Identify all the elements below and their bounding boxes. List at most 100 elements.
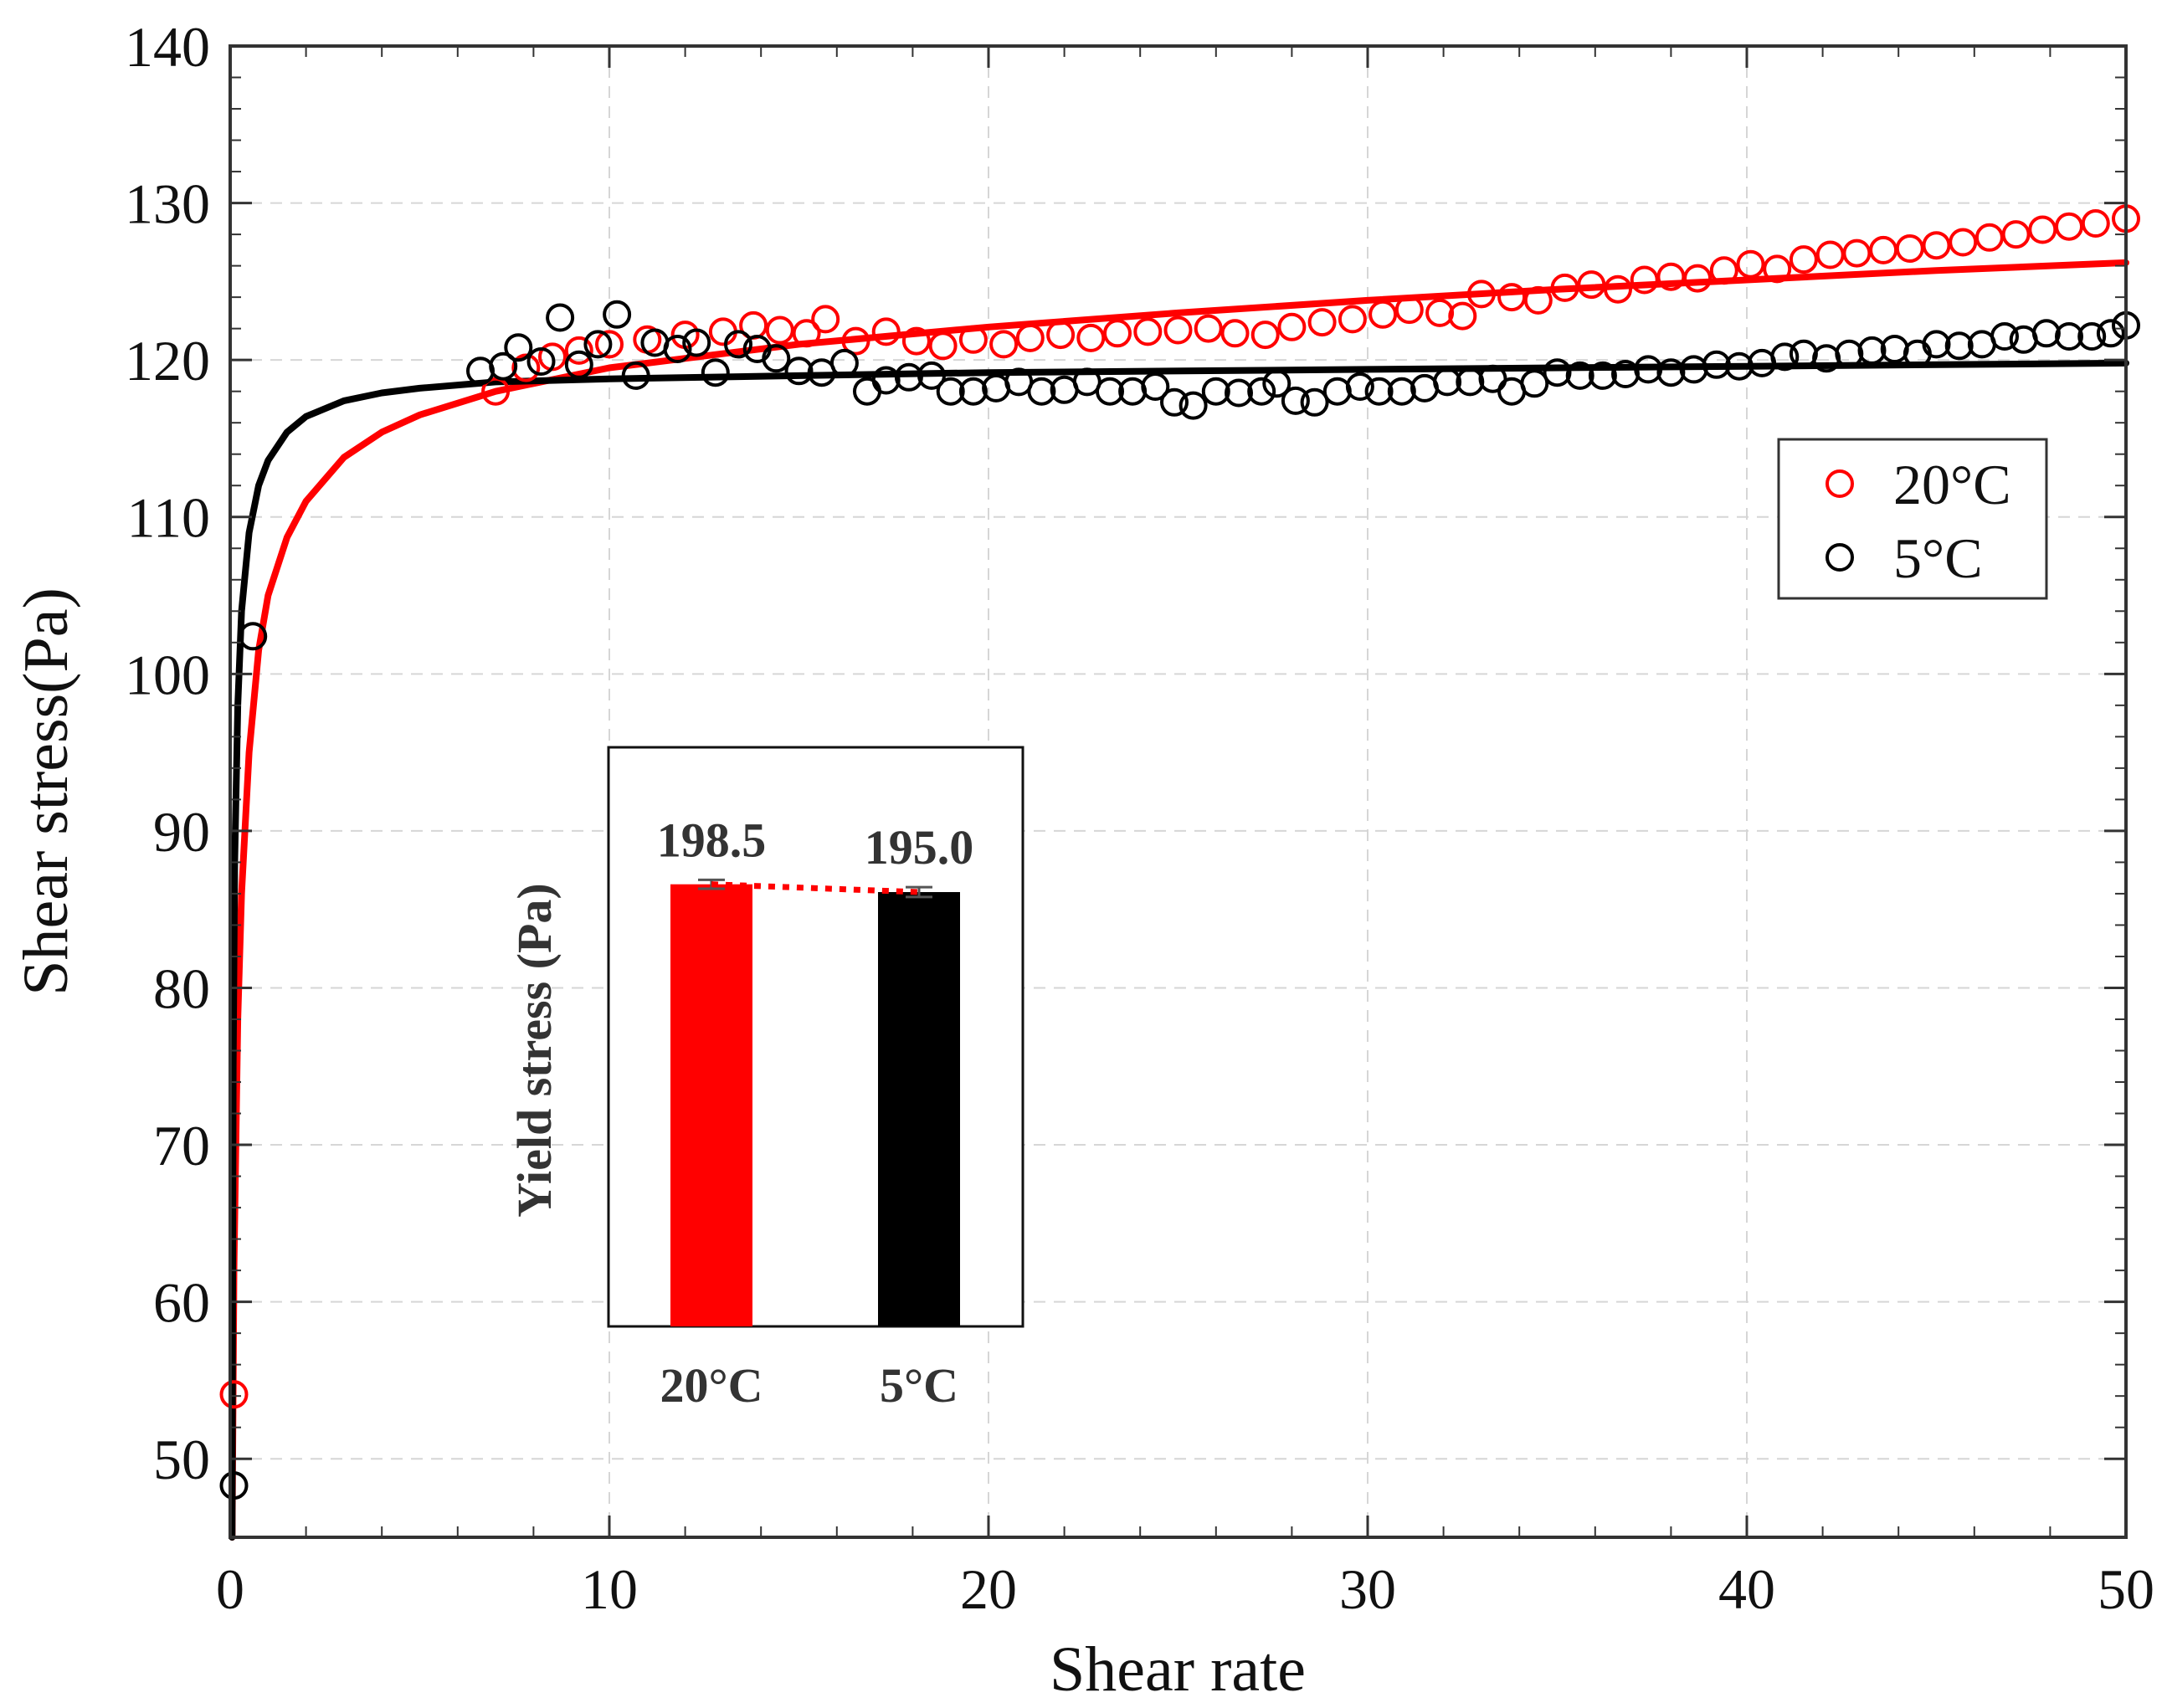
data-point — [595, 330, 624, 359]
data-point — [1604, 274, 1632, 304]
x-axis-title: Shear rate — [1050, 1634, 1306, 1705]
data-point — [219, 1471, 249, 1500]
data-point — [928, 331, 958, 361]
data-point — [1250, 321, 1280, 350]
data-point — [1300, 387, 1329, 417]
data-point — [841, 326, 870, 356]
data-point — [1160, 387, 1189, 417]
axis-ticks: 0 10 20 30 40 50 50 60 70 80 90 100 110 120 130 140 — [125, 15, 2154, 1621]
data-point — [564, 336, 593, 365]
legend-marker — [1826, 543, 1854, 572]
data-point — [1103, 319, 1132, 348]
inset-category-label: 20°C — [660, 1358, 763, 1413]
data-point — [1895, 234, 1924, 263]
data-point — [2055, 212, 2083, 241]
data-point — [546, 303, 575, 332]
data-point — [583, 330, 613, 359]
data-point — [2028, 215, 2057, 244]
x-tick-label: 30 — [1339, 1557, 1396, 1621]
data-point — [829, 348, 859, 377]
data-point — [1763, 254, 1792, 284]
data-point — [1497, 283, 1527, 312]
data-point — [784, 356, 814, 386]
data-point — [1194, 314, 1223, 343]
data-point — [1565, 361, 1594, 390]
data-point — [958, 325, 988, 354]
inset-category-label: 5°C — [880, 1358, 958, 1413]
data-point — [1141, 372, 1170, 401]
data-point — [1683, 264, 1713, 293]
data-point — [1201, 377, 1230, 406]
data-point — [1922, 330, 1951, 359]
data-point — [792, 319, 821, 348]
data-point — [2001, 220, 2031, 249]
data-point — [504, 333, 533, 362]
inset-value-label: 198.5 — [657, 813, 767, 867]
data-point — [1387, 377, 1416, 406]
data-point — [1724, 351, 1754, 381]
data-point — [936, 377, 965, 406]
data-point — [1949, 228, 1978, 257]
inset-trend-line — [711, 881, 920, 895]
data-point — [701, 358, 730, 387]
data-point — [1307, 308, 1337, 337]
data-point — [1096, 377, 1124, 406]
y-tick-label: 130 — [125, 172, 210, 236]
data-point — [1577, 270, 1606, 300]
fit-curves — [229, 259, 2129, 1541]
data-point — [1027, 377, 1056, 406]
data-point — [762, 344, 791, 373]
legend-box — [1777, 438, 2048, 600]
data-point — [901, 326, 931, 356]
data-point — [1550, 273, 1579, 302]
data-point — [1368, 300, 1398, 329]
fit-curve — [229, 259, 2129, 1541]
data-point — [811, 305, 840, 334]
y-tick-label: 90 — [153, 800, 210, 864]
data-point — [1543, 358, 1572, 387]
data-point — [1656, 358, 1686, 387]
legend-marker — [1826, 469, 1854, 498]
inset-y-axis-title: Yield stress (Pa) — [507, 883, 562, 1218]
y-tick-label: 50 — [153, 1428, 210, 1491]
y-tick-label: 100 — [125, 643, 210, 706]
data-point — [2077, 322, 2107, 351]
data-point — [917, 361, 946, 390]
data-point — [1425, 298, 1455, 327]
data-point — [1345, 372, 1374, 401]
y-tick-label: 120 — [125, 329, 210, 392]
data-point — [1523, 285, 1553, 315]
data-point — [1736, 249, 1765, 279]
data-point — [1281, 386, 1310, 415]
data-point — [1076, 323, 1106, 352]
data-point — [1456, 367, 1485, 397]
data-point — [1433, 367, 1462, 397]
x-tick-label: 0 — [216, 1557, 244, 1621]
data-point — [682, 328, 711, 357]
data-point — [1133, 317, 1163, 346]
data-point — [1835, 339, 1864, 368]
data-point — [603, 300, 632, 329]
legend-label: 5°C — [1893, 526, 1983, 590]
y-tick-label: 60 — [153, 1271, 210, 1335]
data-point — [1702, 350, 1731, 379]
data-point — [239, 622, 268, 651]
data-point — [1394, 295, 1424, 325]
data-point — [765, 315, 794, 345]
data-point — [1338, 305, 1367, 334]
data-point — [1922, 231, 1951, 260]
data-point — [1277, 312, 1307, 341]
data-point — [1974, 223, 2004, 252]
data-point — [481, 377, 511, 406]
data-point — [1842, 239, 1872, 268]
data-point — [1163, 315, 1193, 345]
y-tick-label: 70 — [153, 1114, 210, 1177]
data-point — [1789, 245, 1818, 274]
fit-curve — [229, 359, 2129, 1541]
data-point — [663, 335, 692, 363]
data-point — [526, 347, 556, 376]
data-point — [871, 366, 901, 395]
data-point — [1630, 265, 1659, 295]
data-point — [1247, 377, 1276, 406]
data-points — [219, 204, 2140, 1500]
